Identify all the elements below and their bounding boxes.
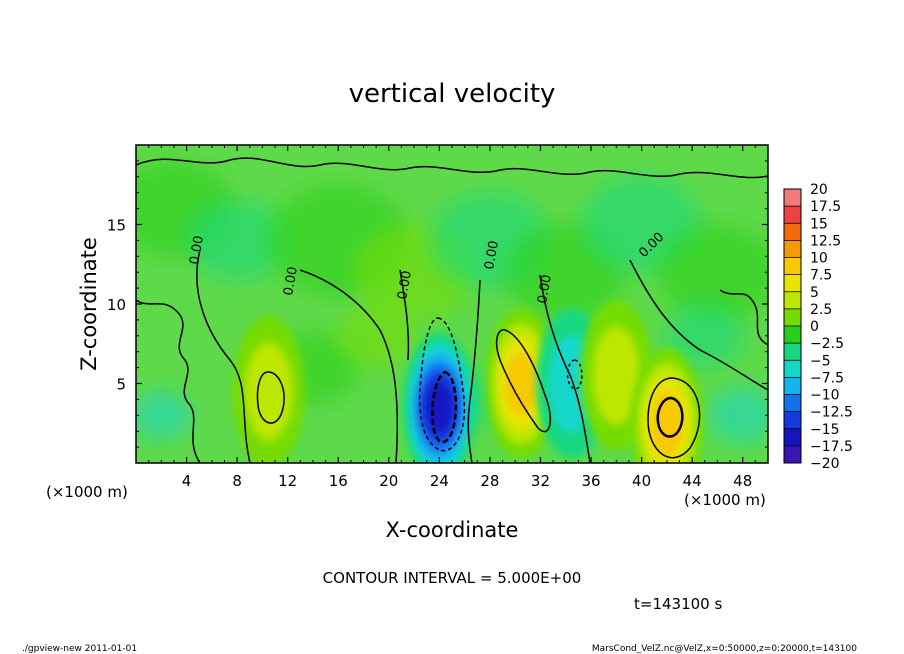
field-blob: [136, 391, 192, 440]
y-tick-label: 5: [116, 376, 126, 394]
colorbar-label: −7.5: [810, 370, 844, 386]
x-axis-label: X-coordinate: [386, 518, 519, 542]
x-tick-label: 40: [632, 472, 651, 490]
chart-title: vertical velocity: [349, 79, 556, 109]
x-tick-label: 16: [329, 472, 348, 490]
x-axis: 4 8 12 16 20 24 28 32 36 40 44 48: [148, 145, 756, 490]
contour-label: 0.00: [187, 235, 207, 266]
colorbar-segment: [784, 206, 801, 224]
colorbar-segment: [784, 257, 801, 275]
contour-updraft-left: [256, 371, 285, 424]
colorbar-label: −20: [810, 456, 840, 472]
colorbar-segment: [784, 326, 801, 344]
x-tick-label: 44: [683, 472, 702, 490]
contour-downdraft-inner: [431, 370, 458, 443]
colorbar-segment: [784, 411, 801, 429]
contour-lines: [136, 157, 768, 463]
contour-label: 0.00: [395, 270, 415, 301]
updraft-core: [505, 351, 538, 416]
contour-updraft-right-inner: [656, 396, 684, 438]
colorbar-label: 5: [810, 285, 819, 301]
x-tick-label: 4: [182, 472, 192, 490]
colorbar-segment: [784, 189, 801, 207]
x-tick-label: 24: [430, 472, 449, 490]
x-tick-label: 48: [733, 472, 752, 490]
colorbar-segment: [784, 377, 801, 395]
plot-area: [136, 145, 768, 463]
contour-downdraft-small: [566, 359, 583, 390]
x-tick-label: 32: [531, 472, 550, 490]
x-axis-unit-right: (×1000 m): [684, 491, 766, 509]
colorbar-label: 15: [810, 216, 828, 232]
y-tick-label: 15: [107, 217, 126, 235]
colorbar-label: −17.5: [810, 439, 853, 455]
contour-zero-upper: [136, 157, 768, 179]
contour-label: 0.00: [482, 240, 502, 271]
contour-noise-left: [136, 299, 201, 463]
updraft-core: [592, 326, 641, 425]
colorbar-label: 2.5: [810, 302, 832, 318]
x-tick-label: 36: [581, 472, 600, 490]
colorbar-segment: [784, 308, 801, 326]
colorbar-label: 10: [810, 251, 828, 267]
contour-updraft-right-outer: [647, 377, 701, 459]
field-blob: [336, 303, 417, 368]
field-blob: [657, 224, 768, 321]
colorbar-segment: [784, 343, 801, 361]
colorbar-segment: [784, 360, 801, 378]
contour-updraft-center: [495, 329, 552, 433]
x-tick-label: 8: [232, 472, 242, 490]
contour-zero-right2: [629, 259, 768, 391]
colorbar-label: 20: [810, 182, 828, 198]
x-axis-unit-left: (×1000 m): [46, 483, 128, 501]
contour-zero-mid1: [299, 269, 399, 463]
y-tick-label: 10: [107, 296, 126, 314]
footer-right: MarsCond_VelZ.nc@VelZ,x=0:50000,z=0:2000…: [592, 644, 857, 654]
footer-left: ./gpview-new 2011-01-01: [22, 644, 137, 654]
colorbar-label: −15: [810, 422, 840, 438]
velocity-field: [136, 160, 768, 463]
contour-noise-right: [719, 289, 768, 346]
colorbar-segment: [784, 445, 801, 463]
y-axis: 5 10 15: [107, 160, 768, 448]
colorbar-label: 7.5: [810, 268, 832, 284]
downdraft-core: [426, 382, 453, 433]
colorbar-segment: [784, 274, 801, 292]
colorbar-label: 0: [810, 319, 819, 335]
colorbar-segment: [784, 223, 801, 241]
contour-zero-center: [467, 279, 481, 463]
field-blob: [664, 303, 745, 368]
colorbar-label: −12.5: [810, 405, 853, 421]
contour-label: 0.00: [535, 274, 555, 305]
y-axis-label: Z-coordinate: [77, 237, 101, 371]
time-label: t=143100 s: [634, 595, 722, 613]
x-tick-label: 20: [379, 472, 398, 490]
colorbar-label: 12.5: [810, 233, 841, 249]
contour-interval: CONTOUR INTERVAL = 5.000E+00: [323, 569, 582, 587]
updraft-core: [244, 342, 293, 441]
colorbar-segment: [784, 428, 801, 446]
colorbar-label: −10: [810, 388, 840, 404]
colorbar-segment: [784, 394, 801, 412]
field-blob: [707, 387, 768, 444]
colorbar-label: −5: [810, 353, 831, 369]
colorbar-segment: [784, 240, 801, 258]
colorbar-label: 17.5: [810, 199, 841, 215]
contour-zero-left: [196, 249, 251, 463]
contour-zero-right1: [539, 274, 591, 463]
field-blob: [187, 200, 288, 281]
contour-label: 0.00: [281, 266, 301, 297]
contour-downdraft-outer: [418, 317, 466, 452]
contour-zero-mid2: [399, 269, 410, 361]
colorbar-label: −2.5: [810, 336, 844, 352]
colorbar-segment: [784, 291, 801, 309]
x-tick-label: 12: [278, 472, 297, 490]
x-tick-label: 28: [480, 472, 499, 490]
